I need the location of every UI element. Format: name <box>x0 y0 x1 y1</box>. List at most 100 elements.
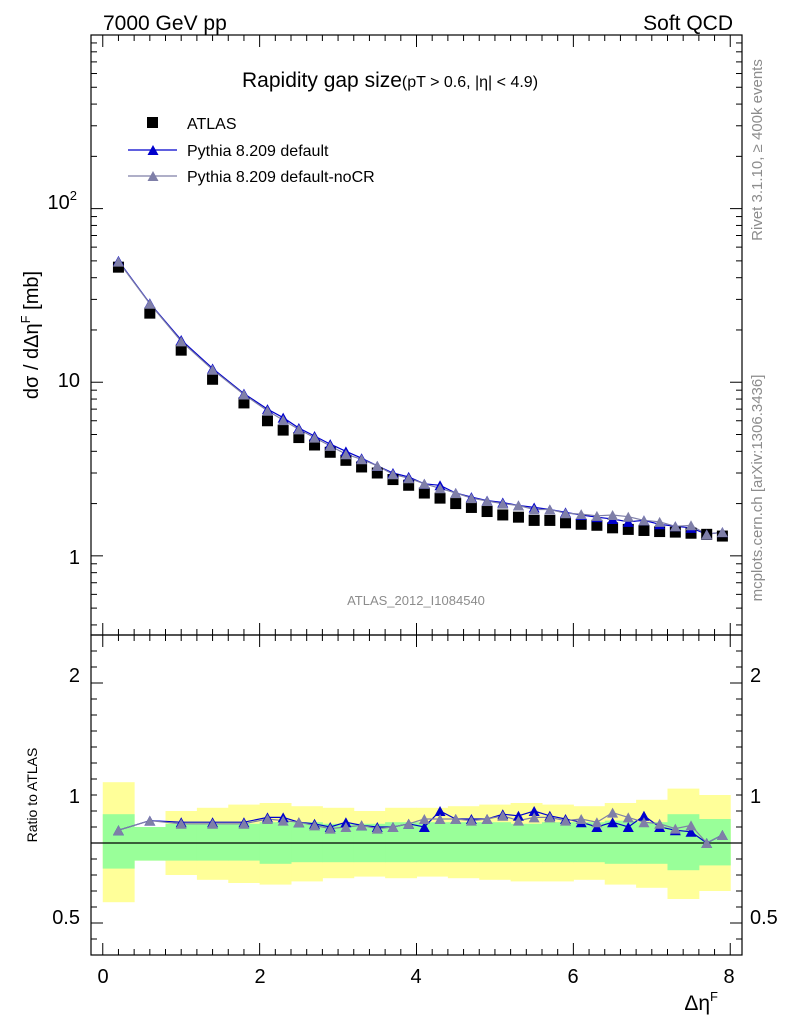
series-nocr-point-23 <box>544 504 556 515</box>
series-nocr-point-16 <box>434 483 446 494</box>
ratio-default-point-16 <box>434 806 446 816</box>
series-nocr-point-31 <box>669 521 681 532</box>
atlas-point-4 <box>238 397 250 409</box>
atlas-point-15 <box>418 487 430 499</box>
ylabel-text: dσ / dΔη <box>21 323 43 399</box>
series-nocr-point-25 <box>575 509 587 520</box>
series-nocr-point-0 <box>112 256 124 267</box>
ratio-nocr-point-34 <box>716 830 728 840</box>
series-nocr-point-18 <box>465 493 477 504</box>
series-nocr-point-22 <box>528 504 540 515</box>
atlas-point-5 <box>261 415 273 427</box>
series-nocr-point-14 <box>403 473 415 484</box>
xtick-label-4: 4 <box>410 966 421 988</box>
atlas-point-6 <box>277 424 289 436</box>
ratio-nocr-point-25 <box>575 814 587 824</box>
ratio-nocr-point-32 <box>685 820 697 831</box>
title-cuts: (pT > 0.6, |η| < 4.9) <box>402 74 538 91</box>
ratio-nocr-point-31 <box>669 823 681 834</box>
series-nocr-point-29 <box>638 515 650 526</box>
ratio-default-point-29 <box>638 810 650 821</box>
ratio-plot-frame <box>90 634 743 956</box>
series-nocr-point-12 <box>371 460 383 471</box>
ytick-label-100-exp: 2 <box>70 188 77 203</box>
ratio-nocr-point-14 <box>403 818 415 829</box>
analysis-id-label: ATLAS_2012_I1084540 <box>347 593 485 608</box>
xlabel-text: Δη <box>684 992 710 1015</box>
xtick-label-2: 2 <box>254 966 265 988</box>
atlas-point-1 <box>144 307 156 319</box>
ratio-ytick-1: 1 <box>69 786 80 808</box>
axis-ticks <box>91 35 742 956</box>
series-nocr-point-8 <box>309 432 321 443</box>
process-label: Soft QCD <box>643 12 733 35</box>
atlas-point-12 <box>371 467 383 479</box>
atlas-point-20 <box>497 509 509 521</box>
series-nocr-point-3 <box>207 364 219 375</box>
ratio-nocr-point-4 <box>238 818 250 829</box>
ratio-nocr-point-22 <box>528 812 540 823</box>
atlas-point-29 <box>638 524 650 536</box>
atlas-point-3 <box>207 373 219 385</box>
series-nocr-point-28 <box>622 511 634 522</box>
series-nocr-point-7 <box>293 424 305 435</box>
atlas-point-32 <box>685 527 697 539</box>
ratio-nocr-point-27 <box>607 807 619 818</box>
atlas-point-9 <box>324 446 336 458</box>
ratio-nocr-point-33 <box>701 838 713 848</box>
ytick-label-100-base: 10 <box>48 192 70 214</box>
atlas-point-2 <box>175 344 187 356</box>
ratio-nocr-point-7 <box>293 817 305 828</box>
series-nocr-point-19 <box>481 495 493 506</box>
atlas-point-8 <box>309 439 321 451</box>
ratio-nocr-point-18 <box>465 815 477 826</box>
energy-label: 7000 GeV pp <box>103 12 227 35</box>
ratio-nocr-point-2 <box>175 818 187 829</box>
atlas-point-21 <box>512 511 524 523</box>
ratio-ytick-right-0.5: 0.5 <box>750 907 778 929</box>
xtick-label-6: 6 <box>567 966 578 988</box>
ratio-band-inner-4 <box>228 823 261 861</box>
series-nocr-point-13 <box>387 469 399 480</box>
ratio-nocr-point-11 <box>356 820 368 831</box>
series-nocr-point-33 <box>701 529 713 540</box>
ratio-default-point-27 <box>607 817 619 828</box>
series-nocr-point-34 <box>716 527 728 538</box>
atlas-point-11 <box>356 461 368 473</box>
atlas-point-26 <box>591 519 603 531</box>
ratio-nocr-point-1 <box>144 815 156 826</box>
series-nocr-point-9 <box>324 440 336 451</box>
series-nocr-point-1 <box>144 298 156 309</box>
ratio-nocr-point-20 <box>497 810 509 821</box>
ratio-ytick-2: 2 <box>69 665 80 687</box>
legend-marker-atlas <box>147 117 158 128</box>
atlas-point-22 <box>528 514 540 526</box>
series-nocr-point-5 <box>261 405 273 416</box>
ratio-band-inner-18 <box>667 814 700 871</box>
atlas-point-30 <box>654 526 666 538</box>
ratio-nocr-point-29 <box>638 817 650 828</box>
ratio-ytick-right-1: 1 <box>750 786 761 808</box>
atlas-point-10 <box>340 454 352 466</box>
rivet-version-label: Rivet 3.1.10, ≥ 400k events <box>749 59 766 241</box>
ratio-nocr-point-3 <box>207 818 219 829</box>
ratio-y-axis-label: Ratio to ATLAS <box>24 748 40 843</box>
ratio-default-point-28 <box>622 822 634 832</box>
ylabel-sup: F <box>18 315 33 323</box>
ratio-uncertainty-bands <box>91 782 742 903</box>
ratio-nocr-point-23 <box>544 812 556 823</box>
legend: ATLAS Pythia 8.209 default Pythia 8.209 … <box>128 116 375 186</box>
ratio-nocr-point-13 <box>387 822 399 832</box>
ratio-band-inner-12 <box>479 822 512 863</box>
ratio-nocr-point-17 <box>450 814 462 824</box>
main-plot-series <box>112 255 728 542</box>
series-nocr-point-17 <box>450 488 462 499</box>
series-nocr-point-15 <box>418 478 430 489</box>
ratio-nocr-point-16 <box>434 814 446 824</box>
ratio-band-inner-1 <box>134 827 167 861</box>
ratio-band-inner-15 <box>573 822 606 863</box>
atlas-point-23 <box>544 514 556 526</box>
series-nocr-point-20 <box>497 498 509 509</box>
series-nocr-point-32 <box>685 520 697 531</box>
